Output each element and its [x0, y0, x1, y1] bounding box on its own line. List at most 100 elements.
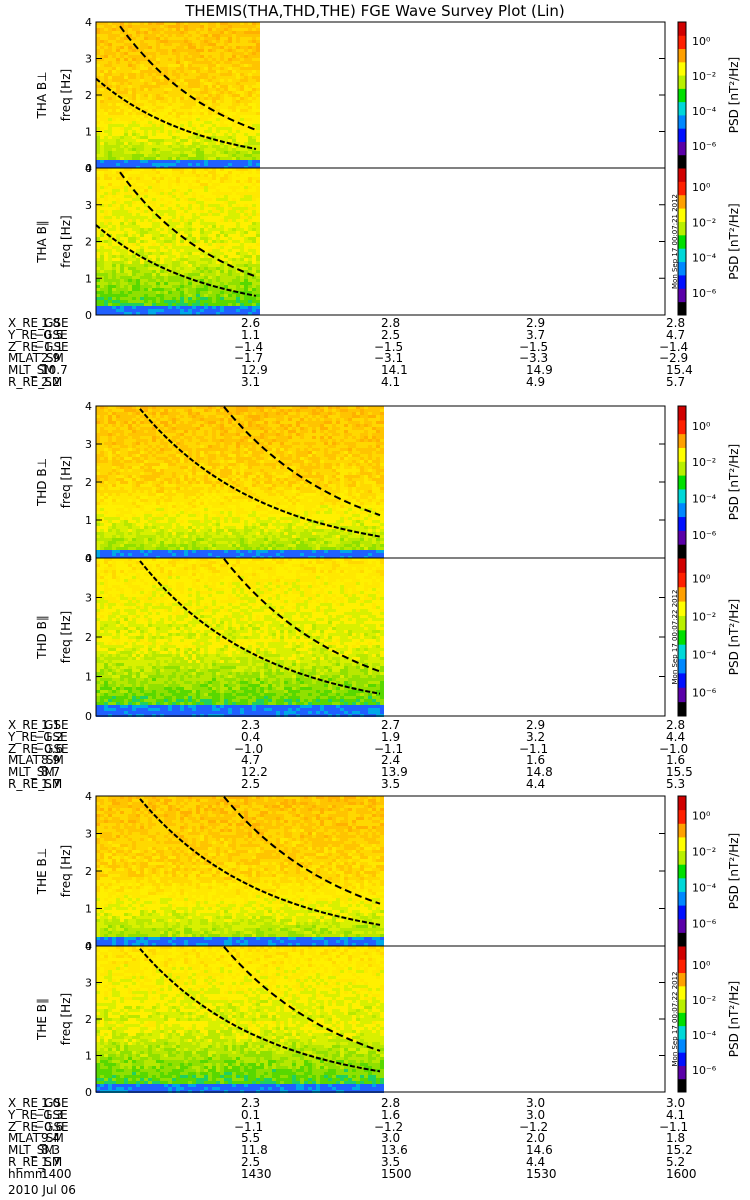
ephemeris-table-thd: X_RE_GSE 1.1 2.3 2.7 2.9 2.8 Y_RE_GSE −1.2 0.4 1.…	[8, 720, 738, 791]
colorbar-segment	[678, 88, 686, 102]
colorbar-segment	[678, 22, 686, 36]
colorbar-label: PSD [nT²/Hz]	[727, 981, 741, 1057]
colorbar-segment	[678, 275, 686, 289]
ephemeris-row: MLT_SM 8.7 12.2 13.9 14.8 15.5	[8, 767, 738, 779]
colorbar-segment	[678, 601, 686, 616]
colorbar-tick-label: 10⁻²	[692, 846, 716, 859]
colorbar-segment	[678, 288, 686, 302]
ephemeris-table-tha: X_RE_GSE 1.8 2.6 2.8 2.9 2.8 Y_RE_GSE −0.5 1.1 2.…	[8, 318, 738, 389]
ephemeris-row: hhmm 1400 1430 1500 1530 1600	[8, 1169, 738, 1181]
colorbar-segment	[678, 837, 686, 851]
y-tick-label: 1	[85, 1050, 92, 1063]
colorbar-segment	[678, 959, 686, 973]
freq-axis-label: freq [Hz]	[59, 69, 73, 121]
y-tick-label: 4	[85, 552, 92, 565]
freq-axis-label: freq [Hz]	[59, 845, 73, 897]
y-tick-label: 1	[85, 514, 92, 527]
freq-axis-label: freq [Hz]	[59, 456, 73, 508]
spectrogram-thd-perp	[96, 406, 384, 559]
ephemeris-row: Z_RE_GSE −0.6 −1.1 −1.2 −1.2 −1.1	[8, 1122, 738, 1134]
timestamp-stamp: Mon Sep 17 00:07:21 2012	[671, 194, 679, 289]
ephemeris-row: MLAT_SM 9.4 5.5 3.0 2.0 1.8	[8, 1133, 738, 1145]
colorbar-tick-label: 10⁻⁶	[692, 529, 717, 542]
ephemeris-row: MLAT_SM 8.9 4.7 2.4 1.6 1.6	[8, 755, 738, 767]
colorbar-tick-label: 10⁻⁴	[692, 882, 717, 895]
ephemeris-table-the: X_RE_GSE 1.0 2.3 2.8 3.0 3.0 Y_RE_GSE −1.3 0.1 1.…	[8, 1098, 738, 1181]
colorbar-segment	[678, 1026, 686, 1040]
colorbar-segment	[678, 919, 686, 933]
colorbar-segment	[678, 302, 686, 316]
plot-canvas: 01234THA B⊥ freq [Hz]10⁰10⁻²10⁻⁴10⁻⁶PSD […	[0, 0, 750, 1200]
colorbar-tick-label: 10⁰	[692, 181, 711, 194]
spectrogram-the-par	[96, 946, 384, 1093]
colorbar-segment	[678, 1012, 686, 1026]
colorbar-segment	[678, 235, 686, 249]
colorbar-tick-label: 10⁻⁴	[692, 648, 717, 661]
colorbar-segment	[678, 572, 686, 587]
colorbar-segment	[678, 489, 686, 503]
colorbar-segment	[678, 128, 686, 142]
colorbar-label: PSD [nT²/Hz]	[727, 599, 741, 675]
colorbar-segment	[678, 1079, 686, 1093]
ephemeris-value: 5.7	[666, 377, 685, 389]
colorbar-segment	[678, 905, 686, 919]
ephemeris-row: X_RE_GSE 1.0 2.3 2.8 3.0 3.0	[8, 1098, 738, 1110]
colorbar-segment	[678, 62, 686, 76]
colorbar-segment	[678, 141, 686, 155]
spectrogram-the-perp	[96, 796, 384, 946]
ephemeris-value: 4.4	[526, 779, 545, 791]
colorbar-segment	[678, 946, 686, 960]
panel-label: THA B⊥	[35, 71, 49, 119]
timestamp-stamp: Mon Sep 17 00:07:22 2012	[671, 589, 679, 684]
ephemeris-row: Y_RE_GSE −1.2 0.4 1.9 3.2 4.4	[8, 732, 738, 744]
ephemeris-value: 4.1	[381, 377, 400, 389]
colorbar-segment	[678, 262, 686, 276]
y-tick-label: 4	[85, 400, 92, 413]
colorbar-segment	[678, 168, 686, 182]
colorbar-segment	[678, 475, 686, 489]
ephemeris-row: MLT_SM 8.3 11.8 13.6 14.6 15.2	[8, 1145, 738, 1157]
date-label: 2010 Jul 06	[8, 1183, 76, 1197]
ephemeris-value: 5.3	[666, 779, 685, 791]
colorbar-segment	[678, 1039, 686, 1053]
y-tick-label: 4	[85, 16, 92, 29]
y-tick-label: 1	[85, 272, 92, 285]
colorbar-segment	[678, 420, 686, 434]
y-tick-label: 3	[85, 592, 92, 605]
ephemeris-value: 2.5	[241, 779, 260, 791]
colorbar-segment	[678, 208, 686, 222]
panel-label: THD B∥	[35, 615, 49, 660]
colorbar-segment	[678, 221, 686, 235]
colorbar-segment	[678, 823, 686, 837]
ephemeris-row: R_RE_SM 1.7 2.5 3.5 4.4 5.3	[8, 779, 738, 791]
ephemeris-value: 1600	[666, 1169, 697, 1181]
colorbar-segment	[678, 630, 686, 645]
ephemeris-row: R_RE_SM 1.7 2.5 3.5 4.4 5.2	[8, 1157, 738, 1169]
colorbar-tick-label: 10⁰	[692, 959, 711, 972]
colorbar-segment	[678, 687, 686, 702]
y-tick-label: 1	[85, 903, 92, 916]
ephemeris-row: X_RE_GSE 1.8 2.6 2.8 2.9 2.8	[8, 318, 738, 330]
colorbar-tick-label: 10⁻²	[692, 610, 716, 623]
colorbar-label: PSD [nT²/Hz]	[727, 57, 741, 133]
y-tick-label: 1	[85, 126, 92, 139]
y-tick-label: 2	[85, 1013, 92, 1026]
colorbar-segment	[678, 530, 686, 544]
colorbar-segment	[678, 461, 686, 475]
ephemeris-row: Z_RE_GSE −1.1 −1.4 −1.5 −1.5 −1.4	[8, 342, 738, 354]
colorbar-segment	[678, 35, 686, 49]
panel-label: THD B⊥	[35, 458, 49, 507]
colorbar-tick-label: 10⁻²	[692, 216, 716, 229]
y-tick-label: 4	[85, 790, 92, 803]
colorbar-segment	[678, 999, 686, 1013]
colorbar-segment	[678, 659, 686, 674]
spectrogram-tha-perp	[96, 22, 260, 169]
y-tick-label: 4	[85, 940, 92, 953]
colorbar-segment	[678, 973, 686, 987]
ephemeris-row: X_RE_GSE 1.1 2.3 2.7 2.9 2.8	[8, 720, 738, 732]
colorbar-label: PSD [nT²/Hz]	[727, 833, 741, 909]
colorbar-tick-label: 10⁻²	[692, 994, 716, 1007]
y-tick-label: 3	[85, 977, 92, 990]
colorbar-segment	[678, 434, 686, 448]
colorbar-segment	[678, 75, 686, 89]
